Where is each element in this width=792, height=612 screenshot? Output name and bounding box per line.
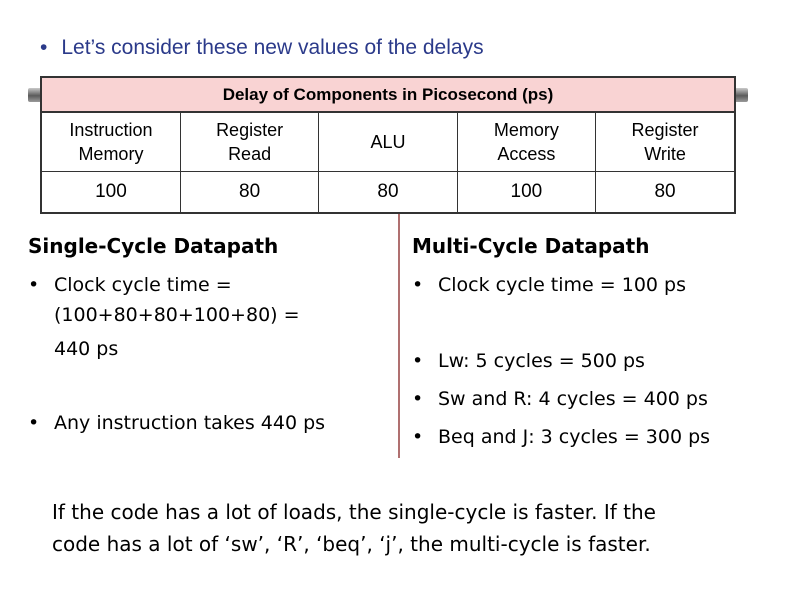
- value-register-write: 80: [654, 181, 676, 202]
- intro-text: Let’s consider these new values of the d…: [61, 36, 484, 59]
- bullet-dot: •: [412, 350, 424, 372]
- multi-cycle-bullet-clock: • Clock cycle time = 100 ps: [412, 270, 772, 300]
- delay-table-header: Delay of Components in Picosecond (ps): [42, 78, 734, 113]
- conclusion-text: If the code has a lot of loads, the sing…: [52, 500, 656, 556]
- value-memory-access: 100: [457, 171, 597, 212]
- value-alu: 80: [318, 171, 458, 212]
- single-cycle-formula: (100+80+80+100+80) =: [54, 304, 300, 326]
- single-cycle-bullet-any: • Any instruction takes 440 ps: [28, 408, 388, 438]
- col-register-read: Register Read: [180, 113, 320, 172]
- col-alu: ALU: [318, 113, 458, 172]
- col-memory-access: Memory Access: [457, 113, 597, 172]
- slide-bullet-intro: • Let’s consider these new values of the …: [40, 36, 484, 60]
- bullet-dot: •: [40, 36, 48, 59]
- single-cycle-heading: Single-Cycle Datapath: [28, 234, 279, 258]
- bullet-dot: •: [412, 274, 424, 296]
- single-cycle-bullet-clock: • Clock cycle time =: [28, 270, 388, 300]
- column-divider: [398, 214, 400, 458]
- component-name-row: Instruction Memory Register Read ALU Memor…: [42, 113, 734, 172]
- single-cycle-section: Single-Cycle Datapath • Clock cycle time…: [28, 232, 388, 438]
- bullet-dot: •: [28, 412, 40, 434]
- single-cycle-result: 440 ps: [54, 338, 119, 360]
- delay-value-row: 100 80 80 100 80: [42, 171, 734, 212]
- delay-table: Delay of Components in Picosecond (ps) I…: [40, 76, 736, 214]
- col-register-write: Register Write: [595, 113, 734, 172]
- bullet-dot: •: [412, 426, 424, 448]
- value-register-read: 80: [180, 171, 320, 212]
- value-instruction-memory: 100: [42, 171, 181, 212]
- bullet-dot: •: [28, 274, 40, 296]
- multi-cycle-heading: Multi-Cycle Datapath: [412, 234, 650, 258]
- multi-cycle-bullet-lw: • Lw: 5 cycles = 500 ps: [412, 346, 772, 376]
- multi-cycle-bullet-beq: • Beq and J: 3 cycles = 300 ps: [412, 422, 772, 452]
- delay-table-grid: Instruction Memory Register Read ALU Memor…: [42, 113, 734, 212]
- bullet-dot: •: [412, 388, 424, 410]
- multi-cycle-bullet-sw: • Sw and R: 4 cycles = 400 ps: [412, 384, 772, 414]
- col-instruction-memory: Instruction Memory: [42, 113, 181, 172]
- multi-cycle-section: Multi-Cycle Datapath • Clock cycle time …: [412, 232, 772, 452]
